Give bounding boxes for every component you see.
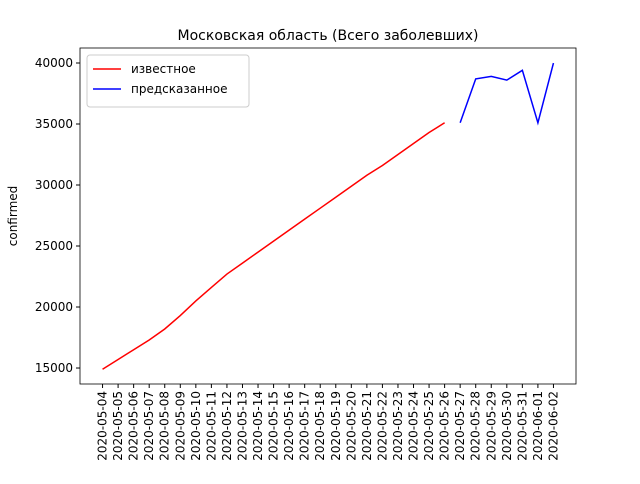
x-tick-label: 2020-05-12 [220, 391, 234, 461]
x-tick-label: 2020-05-22 [375, 391, 389, 461]
y-tick-label: 40000 [35, 56, 73, 70]
legend-label: предсказанное [131, 82, 228, 96]
x-tick-label: 2020-05-11 [204, 391, 218, 461]
x-tick-label: 2020-05-21 [360, 391, 374, 461]
x-tick-label: 2020-05-18 [313, 391, 327, 461]
x-tick-label: 2020-05-24 [407, 391, 421, 461]
x-tick-label: 2020-05-14 [251, 391, 265, 461]
x-tick-label: 2020-05-08 [158, 391, 172, 461]
y-axis-label: confirmed [6, 186, 20, 247]
x-tick-label: 2020-06-02 [546, 391, 560, 461]
x-tick-label: 2020-05-15 [267, 391, 281, 461]
x-tick-label: 2020-05-20 [344, 391, 358, 461]
legend-box [86, 54, 250, 108]
x-tick-label: 2020-05-29 [484, 391, 498, 461]
x-tick-label: 2020-05-23 [391, 391, 405, 461]
y-tick-label: 20000 [35, 300, 73, 314]
x-tick-label: 2020-05-28 [469, 391, 483, 461]
x-tick-label: 2020-05-17 [298, 391, 312, 461]
y-tick-label: 35000 [35, 117, 73, 131]
x-tick-label: 2020-05-26 [438, 391, 452, 461]
series-line [102, 122, 446, 370]
x-tick-label: 2020-05-16 [282, 391, 296, 461]
x-tick-label: 2020-05-19 [329, 391, 343, 461]
x-tick-label: 2020-05-05 [111, 391, 125, 461]
x-tick-label: 2020-05-13 [235, 391, 249, 461]
y-tick-label: 25000 [35, 239, 73, 253]
y-tick-label: 30000 [35, 178, 73, 192]
x-tick-label: 2020-05-06 [127, 391, 141, 461]
legend-label: известное [131, 62, 196, 76]
plot-frame [79, 47, 577, 385]
series-line [459, 62, 555, 126]
x-tick-label: 2020-05-04 [96, 391, 110, 461]
x-tick-label: 2020-05-27 [453, 391, 467, 461]
x-tick-label: 2020-05-30 [500, 391, 514, 461]
chart-title: Московская область (Всего заболевших) [178, 28, 479, 44]
x-tick-label: 2020-06-01 [531, 391, 545, 461]
x-tick-label: 2020-05-09 [173, 391, 187, 461]
x-tick-label: 2020-05-25 [422, 391, 436, 461]
x-tick-label: 2020-05-31 [515, 391, 529, 461]
x-tick-label: 2020-05-07 [142, 391, 156, 461]
x-tick-label: 2020-05-10 [189, 391, 203, 461]
y-tick-label: 15000 [35, 361, 73, 375]
